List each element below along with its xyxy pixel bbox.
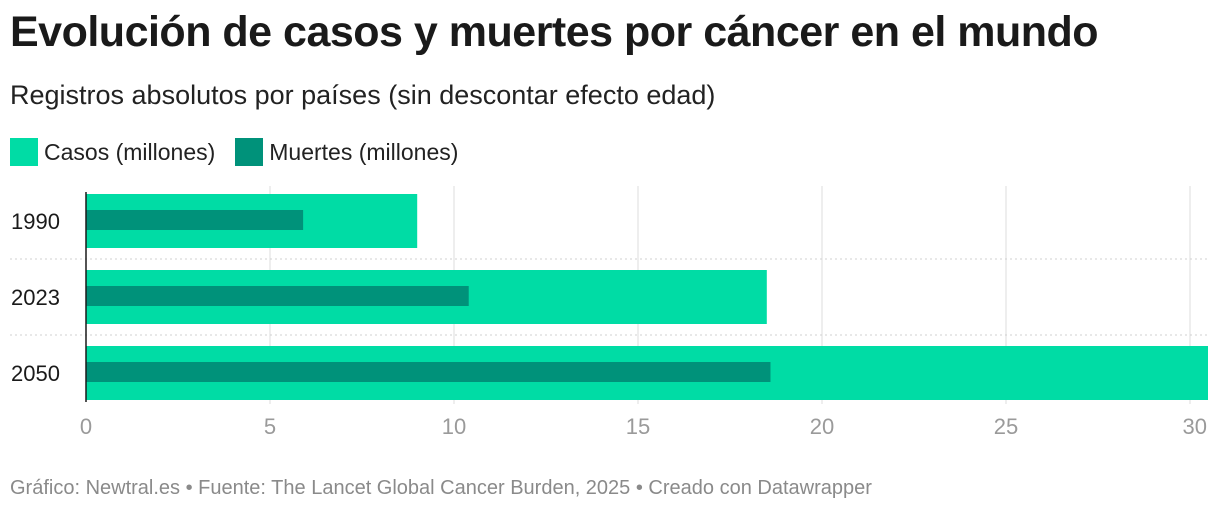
x-tick-label-25: 25	[994, 414, 1018, 439]
legend-item-casos: Casos (millones)	[10, 138, 215, 166]
x-tick-label-20: 20	[810, 414, 834, 439]
category-label-2023: 2023	[11, 285, 60, 310]
x-tick-label-15: 15	[626, 414, 650, 439]
chart-title: Evolución de casos y muertes por cáncer …	[10, 8, 1099, 56]
legend-label-muertes: Muertes (millones)	[269, 138, 459, 165]
chart-subtitle: Registros absolutos por países (sin desc…	[10, 80, 716, 110]
bar-muertes-2050	[86, 362, 771, 382]
x-tick-label-5: 5	[264, 414, 276, 439]
bar-muertes-2023	[86, 286, 469, 306]
chart-footer: Gráfico: Newtral.es • Fuente: The Lancet…	[10, 477, 872, 499]
x-tick-label-0: 0	[80, 414, 92, 439]
bar-muertes-1990	[86, 210, 304, 230]
category-label-1990: 1990	[11, 209, 60, 234]
x-tick-label-30: 30	[1183, 414, 1207, 439]
legend-swatch-casos	[10, 138, 38, 166]
x-tick-label-10: 10	[442, 414, 466, 439]
legend-label-casos: Casos (millones)	[44, 138, 216, 165]
category-label-2050: 2050	[11, 361, 60, 386]
legend-item-muertes: Muertes (millones)	[235, 138, 458, 166]
legend-swatch-muertes	[235, 138, 264, 166]
legend: Casos (millones) Muertes (millones)	[10, 137, 478, 167]
